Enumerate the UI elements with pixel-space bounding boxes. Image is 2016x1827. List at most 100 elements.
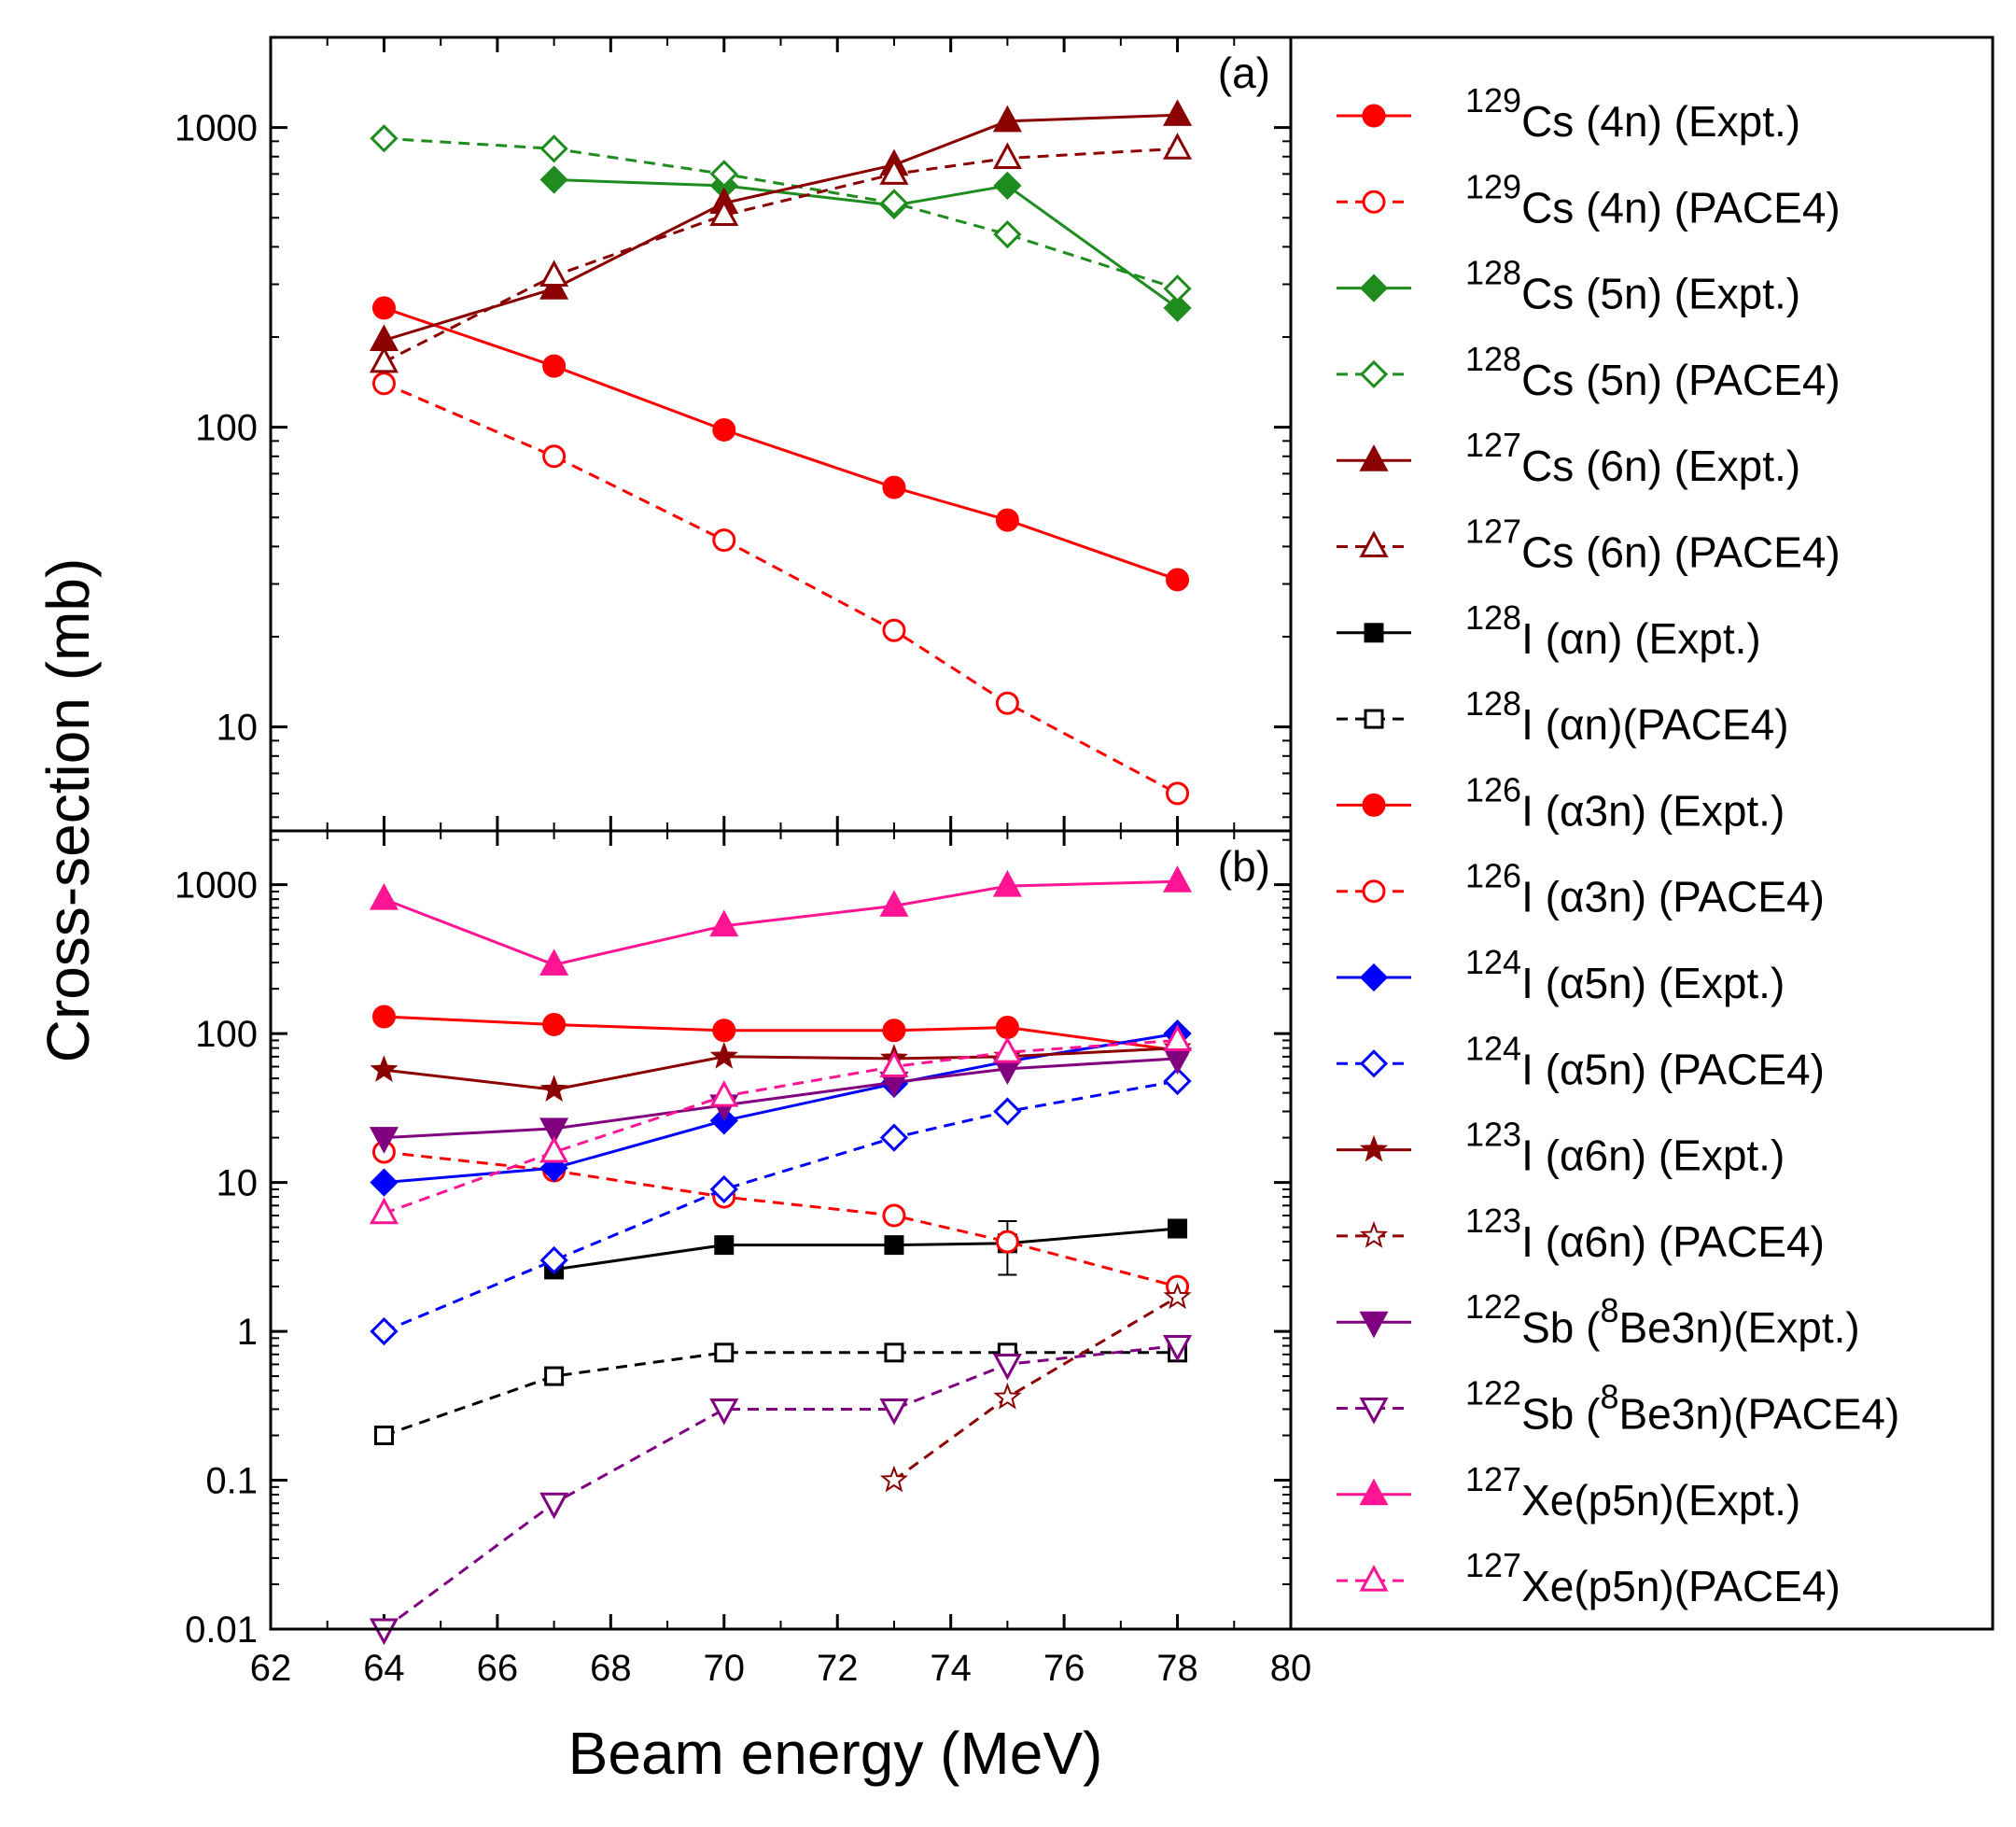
data-point xyxy=(371,1005,396,1029)
legend-entry: 127Cs (6n) (Expt.) xyxy=(1337,426,1800,490)
legend-swatch-marker xyxy=(1359,444,1389,471)
legend-label-superscript: 122 xyxy=(1465,1287,1521,1326)
legend-label-superscript: 128 xyxy=(1465,598,1521,637)
data-point xyxy=(539,1492,569,1520)
legend-label-superscript: 128 xyxy=(1465,340,1521,378)
legend-label: 127Cs (6n) (PACE4) xyxy=(1465,513,1841,577)
legend-label: 124I (α5n) (Expt.) xyxy=(1465,943,1785,1007)
legend-label-text: Sb ( xyxy=(1521,1303,1601,1352)
series-b-4 xyxy=(370,1019,1192,1197)
legend-label: 128I (αn) (Expt.) xyxy=(1465,598,1761,663)
x-tick-label: 64 xyxy=(363,1648,405,1689)
legend-swatch-marker xyxy=(1364,709,1384,729)
legend-swatch-marker xyxy=(1359,274,1389,302)
x-tick-label: 78 xyxy=(1156,1648,1198,1689)
legend-label: 126I (α3n) (Expt.) xyxy=(1465,770,1785,835)
data-point xyxy=(1163,274,1192,303)
legend-label-superscript: 128 xyxy=(1465,684,1521,723)
y-tick-label: 0.01 xyxy=(185,1609,258,1651)
legend-label-superscript: 123 xyxy=(1465,1202,1521,1240)
data-point xyxy=(1166,568,1190,592)
data-point xyxy=(712,417,736,442)
legend-label: 126I (α3n) (PACE4) xyxy=(1465,857,1825,921)
legend-entry: 128Cs (5n) (PACE4) xyxy=(1337,340,1841,404)
legend-swatch-marker xyxy=(1359,1134,1389,1162)
data-point xyxy=(995,508,1019,532)
data-point xyxy=(709,1398,739,1426)
legend-entry: 129Cs (4n) (PACE4) xyxy=(1337,167,1841,232)
x-tick-label: 70 xyxy=(704,1648,746,1689)
legend-label-text: I (α3n) (Expt.) xyxy=(1521,786,1785,835)
data-point xyxy=(539,260,569,287)
legend-label-text-2: Be3n)(PACE4) xyxy=(1618,1390,1899,1439)
legend-label-superscript-2: 8 xyxy=(1600,1291,1618,1329)
data-point xyxy=(714,1235,735,1256)
legend-label-text: Cs (4n) (PACE4) xyxy=(1521,183,1841,232)
data-point xyxy=(1163,1066,1192,1096)
data-point xyxy=(1163,133,1193,160)
data-point xyxy=(882,1019,906,1043)
data-point xyxy=(539,1117,569,1145)
legend-label-text: Cs (5n) (Expt.) xyxy=(1521,270,1800,318)
x-tick-label: 76 xyxy=(1043,1648,1085,1689)
data-point xyxy=(995,1016,1019,1040)
series-a-2 xyxy=(539,165,1192,323)
panel-label: (a) xyxy=(1218,49,1270,97)
data-point xyxy=(369,882,399,910)
legend-swatch-marker xyxy=(1359,530,1389,557)
legend-label: 127Xe(p5n)(PACE4) xyxy=(1465,1546,1841,1610)
series-b-9 xyxy=(369,1335,1193,1646)
series-line xyxy=(383,147,1178,364)
series-line xyxy=(383,1344,1178,1631)
y-tick-label: 1 xyxy=(237,1312,258,1353)
data-point xyxy=(370,1168,399,1197)
legend-label: 127Cs (6n) (Expt.) xyxy=(1465,426,1800,490)
legend-entry: 126I (α3n) (PACE4) xyxy=(1337,857,1825,921)
data-point xyxy=(544,1366,565,1386)
legend-swatch-marker xyxy=(1359,1221,1389,1248)
data-point xyxy=(539,1075,568,1102)
legend-label: 123I (α6n) (PACE4) xyxy=(1465,1202,1825,1266)
data-point xyxy=(992,869,1022,897)
data-point xyxy=(539,1245,568,1275)
data-point xyxy=(993,1382,1022,1410)
x-tick-label: 66 xyxy=(477,1648,519,1689)
legend-entry: 127Xe(p5n)(Expt.) xyxy=(1337,1460,1800,1525)
legend-label-superscript: 128 xyxy=(1465,254,1521,292)
legend-label: 129Cs (4n) (Expt.) xyxy=(1465,81,1800,146)
y-tick-label: 10 xyxy=(217,1163,259,1204)
legend-entry: 126I (α3n) (Expt.) xyxy=(1337,770,1785,835)
legend-label: 127Xe(p5n)(Expt.) xyxy=(1465,1460,1800,1525)
legend-label-superscript-2: 8 xyxy=(1600,1378,1618,1416)
series-line xyxy=(383,306,1179,582)
series-line xyxy=(384,1150,1178,1288)
legend-label-text: I (α6n) (PACE4) xyxy=(1521,1217,1825,1266)
data-point xyxy=(1166,781,1190,806)
data-point xyxy=(712,1019,736,1043)
legend-label-text: Cs (5n) (PACE4) xyxy=(1521,356,1841,404)
legend-label: 128Cs (5n) (PACE4) xyxy=(1465,340,1841,404)
legend-entry: 127Cs (6n) (PACE4) xyxy=(1337,513,1841,577)
legend-label-text: I (α6n) (Expt.) xyxy=(1521,1131,1785,1180)
data-point xyxy=(709,909,739,937)
series-a-1 xyxy=(371,372,1190,806)
data-point xyxy=(882,618,906,642)
series-b-11 xyxy=(369,1024,1193,1225)
data-point xyxy=(371,296,396,320)
legend-label-text: Xe(p5n)(PACE4) xyxy=(1521,1562,1841,1610)
series-line xyxy=(384,1057,1178,1140)
data-point xyxy=(369,1197,399,1225)
data-point xyxy=(539,273,569,300)
series-line xyxy=(893,1296,1179,1482)
y-tick-label: 10 xyxy=(217,708,259,749)
legend-label-text-2: Be3n)(Expt.) xyxy=(1618,1303,1859,1352)
series-line xyxy=(383,113,1178,342)
legend-swatch-marker xyxy=(1359,963,1389,992)
legend-swatch-marker xyxy=(1359,1564,1389,1592)
series-a-5 xyxy=(369,133,1193,373)
legend: 129Cs (4n) (Expt.)129Cs (4n) (PACE4)128C… xyxy=(1289,35,1995,1631)
data-point xyxy=(995,691,1019,715)
data-point xyxy=(1163,1282,1192,1310)
data-point xyxy=(369,1127,399,1154)
legend-label-text: Sb ( xyxy=(1521,1390,1601,1439)
